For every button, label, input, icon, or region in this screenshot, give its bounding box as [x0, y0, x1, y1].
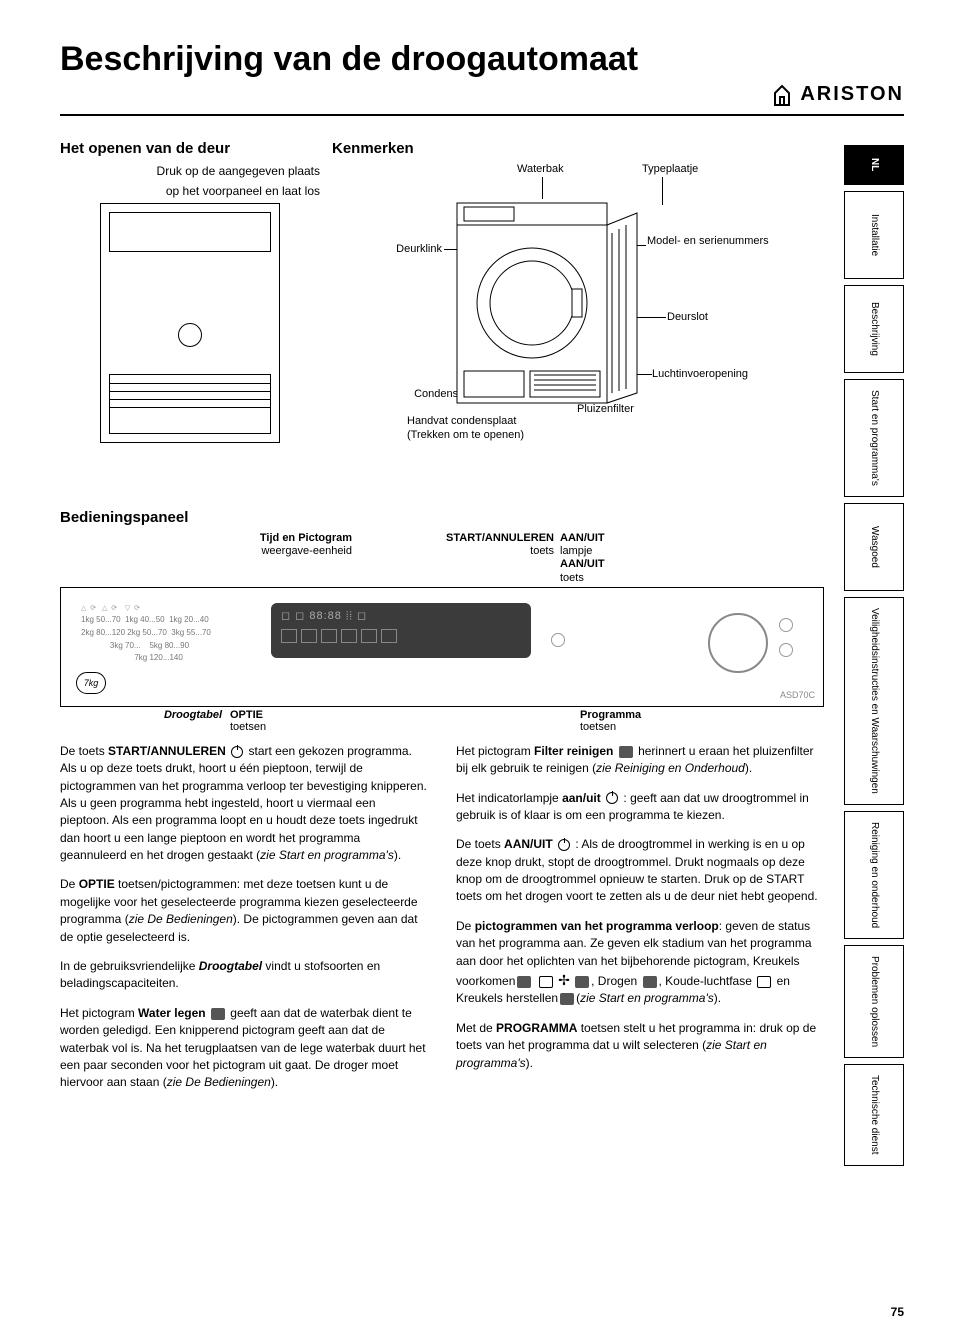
dryer-figure: Waterbak Typeplaatje Deurklink Model- en… — [332, 163, 824, 493]
door-figure — [100, 203, 280, 443]
water-icon — [211, 1008, 225, 1020]
label-droogtabel: Droogtabel — [164, 709, 222, 721]
label-typeplaatje: Typeplaatje — [642, 163, 698, 176]
label-deurklink: Deurklink — [372, 243, 442, 256]
dryer-illustration-icon — [452, 193, 642, 413]
label-start-b: START/ANNULEREN — [446, 532, 554, 544]
prog-icon-3 — [575, 976, 589, 988]
label-aan2: toets — [560, 572, 584, 584]
label-handvat: Handvat condensplaat — [407, 415, 516, 428]
label-aan1: lampje — [560, 545, 592, 557]
start-icon — [231, 746, 243, 758]
label-model: Model- en serienummers — [647, 235, 769, 248]
door-caption-2: op het voorpaneel en laat los — [60, 183, 320, 199]
left-column: De toets START/ANNULEREN start een gekoz… — [60, 743, 428, 1104]
label-start: toets — [530, 545, 554, 557]
label-optie: toetsen — [230, 721, 266, 733]
panel-heading: Bedieningspaneel — [60, 509, 824, 526]
dry-icon — [643, 976, 657, 988]
divider — [60, 114, 904, 116]
tab-wasgoed[interactable]: Wasgoed — [844, 503, 904, 591]
label-prog: toetsen — [580, 721, 616, 733]
door-heading: Het openen van de deur — [60, 140, 320, 157]
tab-start[interactable]: Start en programma's — [844, 379, 904, 497]
label-prog-b: Programma — [580, 709, 641, 721]
cool-icon — [757, 976, 771, 988]
features-heading: Kenmerken — [332, 140, 824, 157]
tab-nl[interactable]: NL — [844, 145, 904, 185]
control-panel-figure: ◻ ◻ 88:88 ⦙⦙ ◻ △ ⟳ △ ⟳ ▽ ⟳ 1kg 50...70 1… — [60, 587, 824, 707]
tab-reiniging[interactable]: Reiniging en onderhoud — [844, 811, 904, 939]
power-button-icon — [558, 839, 570, 851]
tab-problemen[interactable]: Problemen oplossen — [844, 945, 904, 1058]
side-tabs: NL Installatie Beschrijving Start en pro… — [844, 145, 904, 1166]
power-indicator-icon — [606, 792, 618, 804]
page-title: Beschrijving van de droogautomaat — [60, 40, 904, 79]
tab-veiligheid[interactable]: Veiligheidsinstructies en Waarschuwingen — [844, 597, 904, 805]
door-caption-1: Druk op de aangegeven plaats — [60, 163, 320, 179]
label-trekken: (Trekken om te openen) — [407, 429, 524, 442]
prog-icon-2 — [539, 976, 553, 988]
model-code: ASD70C — [780, 690, 815, 700]
label-tijd: weergave-eenheid — [261, 545, 352, 557]
load-badge: 7kg — [76, 672, 106, 694]
filter-icon — [619, 746, 633, 758]
crease-icon — [560, 993, 574, 1005]
tab-beschrijving[interactable]: Beschrijving — [844, 285, 904, 373]
label-aan-b: AAN/UIT — [560, 532, 605, 544]
brand-name: ARISTON — [800, 83, 904, 106]
label-deurslot: Deurslot — [667, 311, 708, 324]
label-waterbak: Waterbak — [517, 163, 564, 176]
page-number: 75 — [891, 1305, 904, 1319]
prog-icon-1 — [517, 976, 531, 988]
tab-installatie[interactable]: Installatie — [844, 191, 904, 279]
right-column: Het pictogram Filter reinigen herinnert … — [456, 743, 824, 1104]
brand-logo-icon — [772, 84, 792, 106]
label-optie-b: OPTIE — [230, 709, 263, 721]
tab-technische[interactable]: Technische dienst — [844, 1064, 904, 1166]
label-aan2-b: AAN/UIT — [560, 558, 605, 570]
label-lucht: Luchtinvoeropening — [652, 368, 748, 381]
label-tijd-b: Tijd en Pictogram — [260, 532, 352, 544]
